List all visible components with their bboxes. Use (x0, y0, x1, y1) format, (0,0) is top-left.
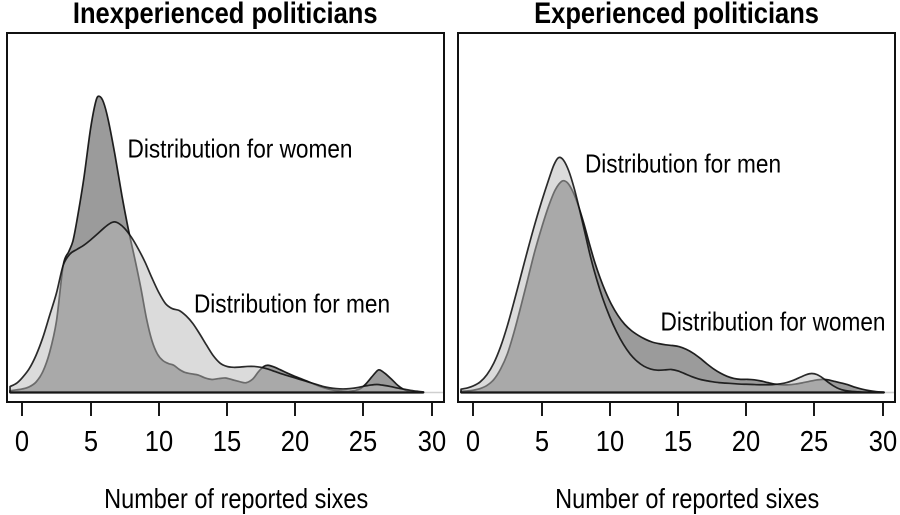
annotation-women: Distribution for women (660, 306, 886, 337)
x-axis-tick (676, 403, 679, 416)
x-axis-tick (225, 403, 228, 416)
x-axis-tick (430, 403, 433, 416)
x-axis-tick (608, 403, 611, 416)
x-axis-tick (362, 403, 365, 416)
x-tick-label: 15 (663, 426, 693, 458)
x-axis-title: Number of reported sixes (468, 483, 900, 515)
x-tick-label: 15 (212, 426, 242, 458)
density-area-men (10, 221, 424, 393)
x-tick-label: 20 (280, 426, 310, 458)
x-tick-label: 30 (868, 426, 897, 458)
panel-title-text: Experienced politicians (534, 0, 819, 30)
plot-box (6, 32, 445, 403)
density-outline-men (460, 156, 885, 394)
x-tick-label: 25 (800, 426, 829, 458)
x-tick-label: 10 (595, 426, 624, 458)
x-axis-tick (89, 403, 92, 416)
density-area-men (461, 157, 885, 393)
density-plot-svg (9, 95, 443, 394)
annotation-men: Distribution for men (193, 288, 391, 319)
x-tick-label: 10 (144, 426, 173, 458)
x-axis-tick (294, 403, 297, 416)
plot-box (457, 32, 896, 403)
x-axis-title-text: Number of reported sixes (104, 483, 369, 514)
annotation-men: Distribution for men (584, 148, 782, 179)
x-tick-label: 0 (15, 426, 30, 458)
density-plot-svg (460, 156, 894, 394)
x-tick-label: 25 (349, 426, 378, 458)
x-axis-tick (472, 403, 475, 416)
x-axis-tick (813, 403, 816, 416)
x-tick-label: 0 (466, 426, 481, 458)
panel-inexperienced: Inexperienced politicians Distribution f… (6, 0, 446, 514)
x-tick-label: 20 (731, 426, 761, 458)
x-axis-title: Number of reported sixes (17, 483, 456, 515)
x-axis-title-text: Number of reported sixes (555, 483, 820, 514)
density-outline-men (9, 221, 425, 394)
x-axis-tick (881, 403, 884, 416)
x-axis-tick (745, 403, 748, 416)
panel-title: Experienced politicians (457, 0, 896, 31)
annotation-women: Distribution for women (127, 133, 353, 164)
x-tick-label: 30 (417, 426, 446, 458)
x-axis-tick (157, 403, 160, 416)
x-axis-tick (21, 403, 24, 416)
panel-title: Inexperienced politicians (6, 0, 445, 31)
x-axis-tick (540, 403, 543, 416)
panel-experienced: Experienced politicians Distribution for… (457, 0, 897, 514)
panel-title-text: Inexperienced politicians (73, 0, 378, 30)
x-tick-label: 5 (534, 426, 549, 458)
x-tick-label: 5 (83, 426, 98, 458)
